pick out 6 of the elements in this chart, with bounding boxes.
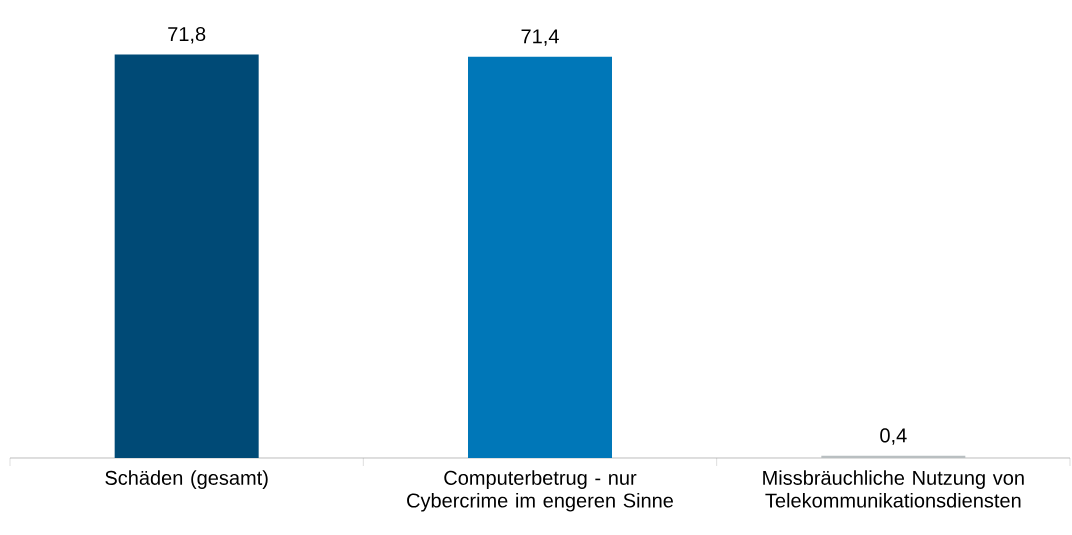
- x-tick-label: Schäden (gesamt): [105, 470, 268, 490]
- data-label: 71,8: [168, 27, 206, 44]
- x-tick-label: Computerbetrug - nur Cybercrime im engeren Sinne: [407, 470, 673, 512]
- data-label: 0,4: [880, 428, 907, 445]
- x-tick-label: Missbräuchliche Nutzung von Telekommunikationsdiensten: [763, 470, 1024, 508]
- data-label: 71,4: [521, 29, 559, 46]
